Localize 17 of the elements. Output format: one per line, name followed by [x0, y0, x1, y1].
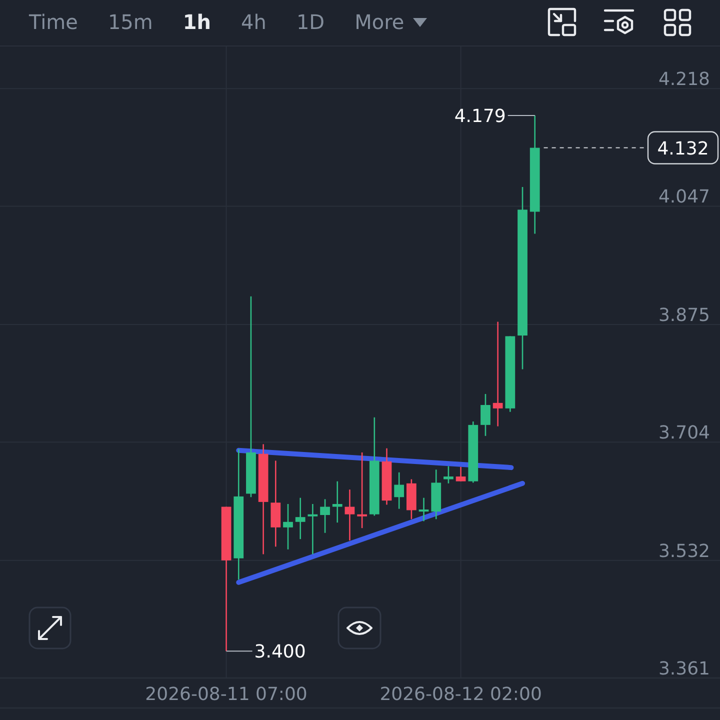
y-tick-label: 3.704: [658, 422, 710, 444]
text: 4h: [241, 10, 266, 34]
annotation: 4.179: [454, 106, 506, 127]
y-tick-label: 3.361: [658, 658, 710, 680]
text: 1D: [296, 10, 325, 34]
text: 1h: [182, 10, 212, 34]
x-tick-label: 2026-08-11 07:00: [145, 684, 308, 705]
x-tick-label: 2026-08-12 02:00: [380, 684, 542, 705]
text: More: [354, 10, 404, 34]
y-tick-label: 3.875: [658, 305, 710, 326]
annotation: 3.400: [254, 642, 306, 663]
y-tick-label: 4.218: [658, 69, 710, 90]
y-tick-label: 4.047: [658, 186, 710, 208]
text: 15m: [108, 10, 153, 34]
ref-line-label: 4.132: [657, 138, 709, 160]
y-tick-label: 3.532: [658, 540, 710, 562]
text: Time: [29, 10, 78, 34]
